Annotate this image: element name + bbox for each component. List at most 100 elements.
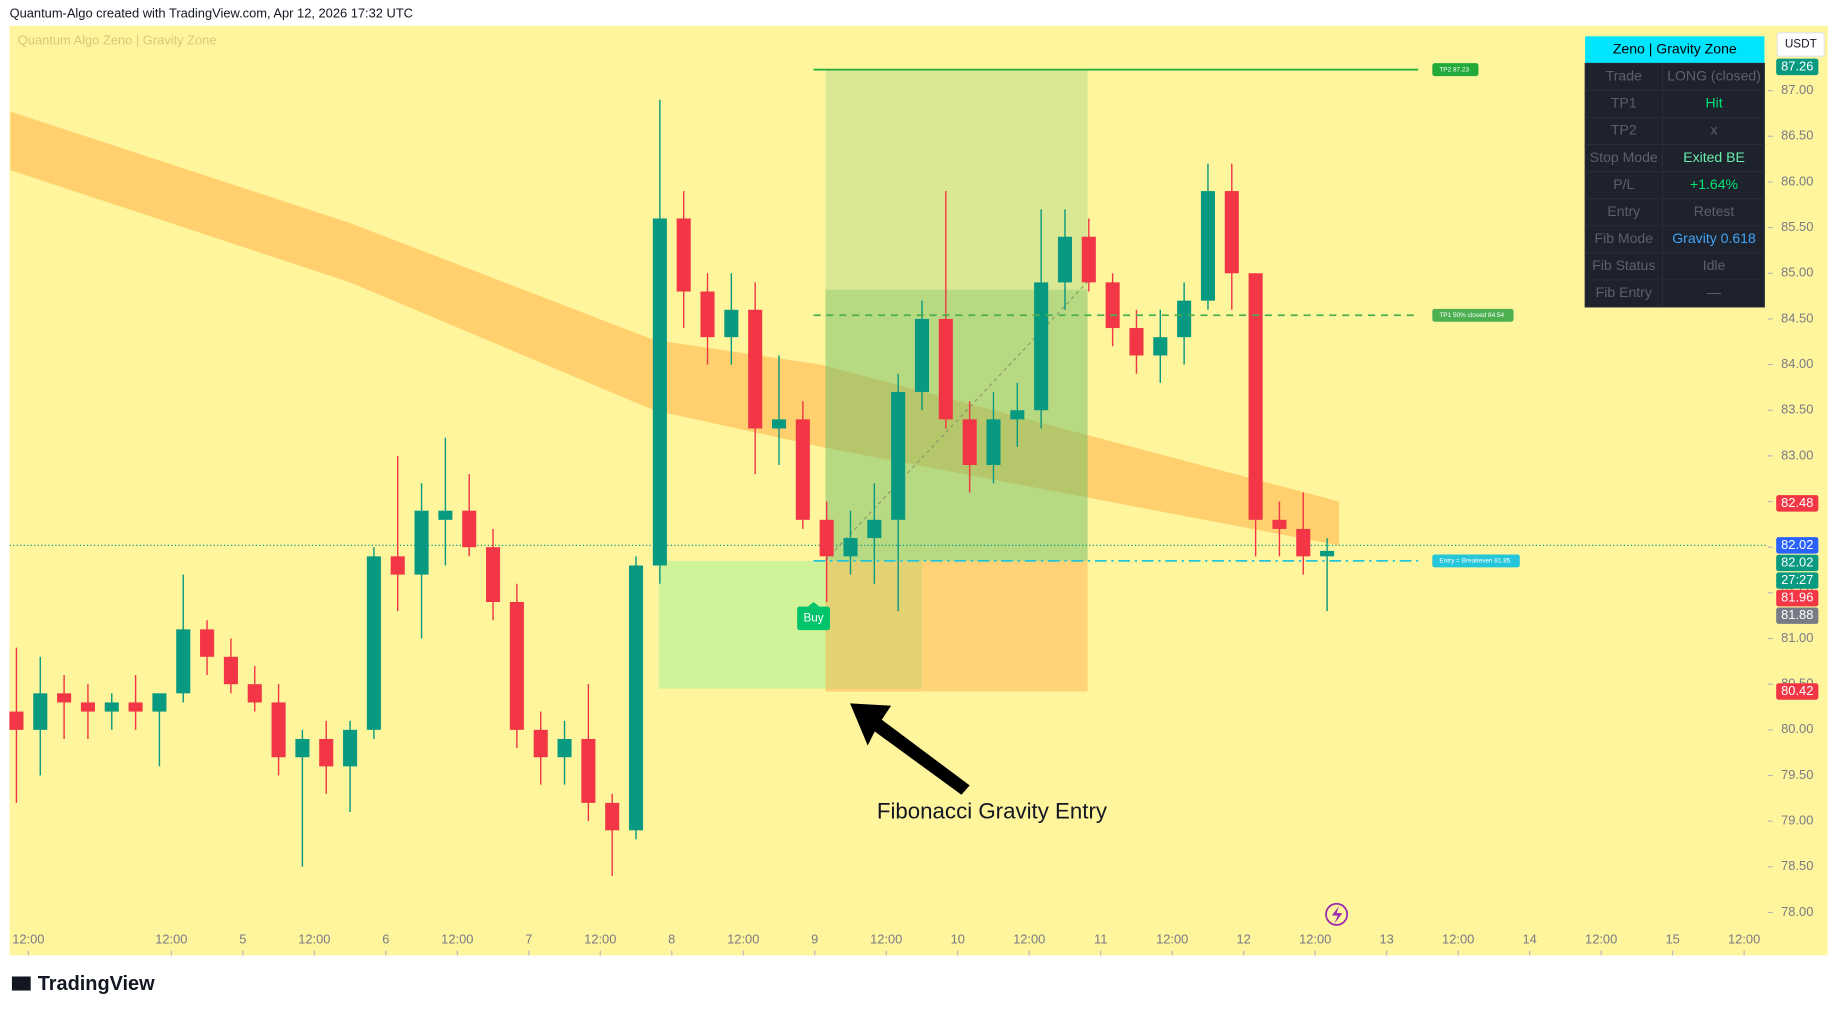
- y-tick-label: 83.00: [1781, 447, 1813, 462]
- panel-row-label: P/L: [1613, 176, 1634, 192]
- candle-body: [1081, 236, 1096, 283]
- price-badge-label: 81.96: [1781, 590, 1813, 605]
- x-tick-label: 12:00: [441, 932, 473, 947]
- panel-row-value: Exited BE: [1683, 149, 1745, 165]
- candle-body: [438, 510, 453, 520]
- candle-body: [1320, 550, 1335, 557]
- candle-body: [700, 291, 715, 338]
- level-badge: [1432, 554, 1520, 568]
- candle-body: [319, 738, 334, 767]
- currency: USDT: [1785, 38, 1817, 51]
- x-tick-label: 14: [1523, 932, 1537, 947]
- panel-row-bg: [1584, 62, 1765, 91]
- panel-row-value: Retest: [1694, 203, 1735, 219]
- price-badge: [1776, 58, 1819, 76]
- trade-zone: [825, 289, 1088, 561]
- brand: TradingView: [38, 973, 155, 995]
- x-tick-label: 12:00: [1728, 932, 1760, 947]
- level-label: TP1 50% closed 84.54: [1439, 312, 1504, 319]
- candle-body: [676, 218, 691, 292]
- panel-row-value: x: [1711, 122, 1718, 138]
- x-tick-label: 12:00: [1156, 932, 1188, 947]
- candle-body: [533, 729, 548, 758]
- panel-row-bg: [1584, 171, 1765, 200]
- panel-row-label: Fib Status: [1592, 257, 1655, 273]
- y-tick-label: 84.50: [1781, 310, 1813, 325]
- x-tick-label: 12:00: [155, 932, 187, 947]
- candle-body: [1034, 282, 1049, 411]
- x-tick-label: 12:00: [298, 932, 330, 947]
- panel-row-label: Stop Mode: [1590, 149, 1658, 165]
- x-tick-label: 8: [668, 932, 675, 947]
- alert-bolt: [1331, 906, 1343, 924]
- brand-logo: [11, 976, 31, 991]
- candle-body: [33, 693, 48, 730]
- y-tick-label: 78.00: [1781, 904, 1813, 919]
- panel-row-value: +1.64%: [1690, 176, 1738, 192]
- candle-body: [891, 391, 906, 520]
- panel-row-label: TP1: [1611, 95, 1637, 111]
- candle-body: [795, 419, 810, 520]
- candle-body: [9, 711, 24, 730]
- y-tick-label: 79.00: [1781, 813, 1813, 828]
- y-tick-label: 87.00: [1781, 82, 1813, 97]
- panel-row-bg: [1584, 89, 1765, 118]
- x-tick-label: 13: [1380, 932, 1394, 947]
- candle-body: [1272, 519, 1287, 529]
- candle-body: [1129, 328, 1144, 356]
- y-tick-label: 84.00: [1781, 356, 1813, 371]
- y-tick-label: 79.50: [1781, 767, 1813, 782]
- candle-body: [247, 684, 262, 703]
- candle-body: [223, 656, 238, 685]
- x-tick-label: 5: [239, 932, 246, 947]
- panel-row-label: Trade: [1606, 68, 1642, 84]
- price-badge: [1776, 495, 1819, 512]
- candle-body: [1177, 300, 1192, 338]
- level-label: TP2 87.23: [1439, 66, 1469, 73]
- candle-body: [343, 729, 358, 767]
- panel-row-bg: [1584, 252, 1765, 281]
- candle-body: [986, 419, 1001, 466]
- currency-box[interactable]: [1776, 32, 1825, 57]
- candle-body: [819, 519, 834, 557]
- candle-body: [176, 629, 191, 694]
- price-badge: [1776, 683, 1819, 700]
- panel-row-label: Entry: [1607, 203, 1640, 219]
- candle-body: [1057, 236, 1073, 283]
- panel-row-label: Fib Mode: [1595, 230, 1654, 246]
- x-tick-label: 12:00: [1585, 932, 1617, 947]
- candle-body: [152, 693, 167, 712]
- candle-body: [295, 738, 310, 758]
- panel-row-bg: [1584, 225, 1765, 254]
- alert-icon[interactable]: [1325, 902, 1349, 926]
- panel-row-bg: [1584, 198, 1765, 227]
- x-tick-label: 12:00: [870, 932, 902, 947]
- candle-body: [628, 565, 644, 831]
- annotation: Fibonacci Gravity Entry: [877, 798, 1108, 823]
- candle-body: [914, 318, 930, 392]
- candle-body: [366, 556, 381, 730]
- trade-zone: [658, 560, 922, 689]
- candle-body: [1296, 528, 1311, 557]
- price-badge-label: 87.26: [1781, 58, 1813, 73]
- candle-body: [1248, 273, 1263, 520]
- candle-body: [1153, 337, 1168, 356]
- panel-row-bg: [1584, 116, 1765, 146]
- x-tick-label: 12:00: [1442, 932, 1474, 947]
- panel-row-value: Hit: [1705, 95, 1722, 111]
- price-badge: [1776, 554, 1819, 572]
- candle-body: [867, 519, 882, 539]
- x-tick-label: 10: [951, 932, 965, 947]
- x-tick-label: 11: [1094, 932, 1107, 947]
- attribution: Quantum-Algo created with TradingView.co…: [10, 5, 413, 20]
- candle-body: [1200, 191, 1215, 301]
- panel-row-value: LONG (closed): [1667, 68, 1761, 84]
- y-tick-label: 80.00: [1781, 721, 1813, 736]
- info-panel: Zeno | Gravity Zone Trade LONG (closed) TP1…: [1584, 36, 1765, 308]
- panel-row-value: —: [1707, 284, 1722, 300]
- candle-body: [462, 510, 477, 548]
- signal-label: Buy: [803, 611, 823, 624]
- x-tick-label: 7: [525, 932, 532, 947]
- candle-body: [128, 702, 143, 712]
